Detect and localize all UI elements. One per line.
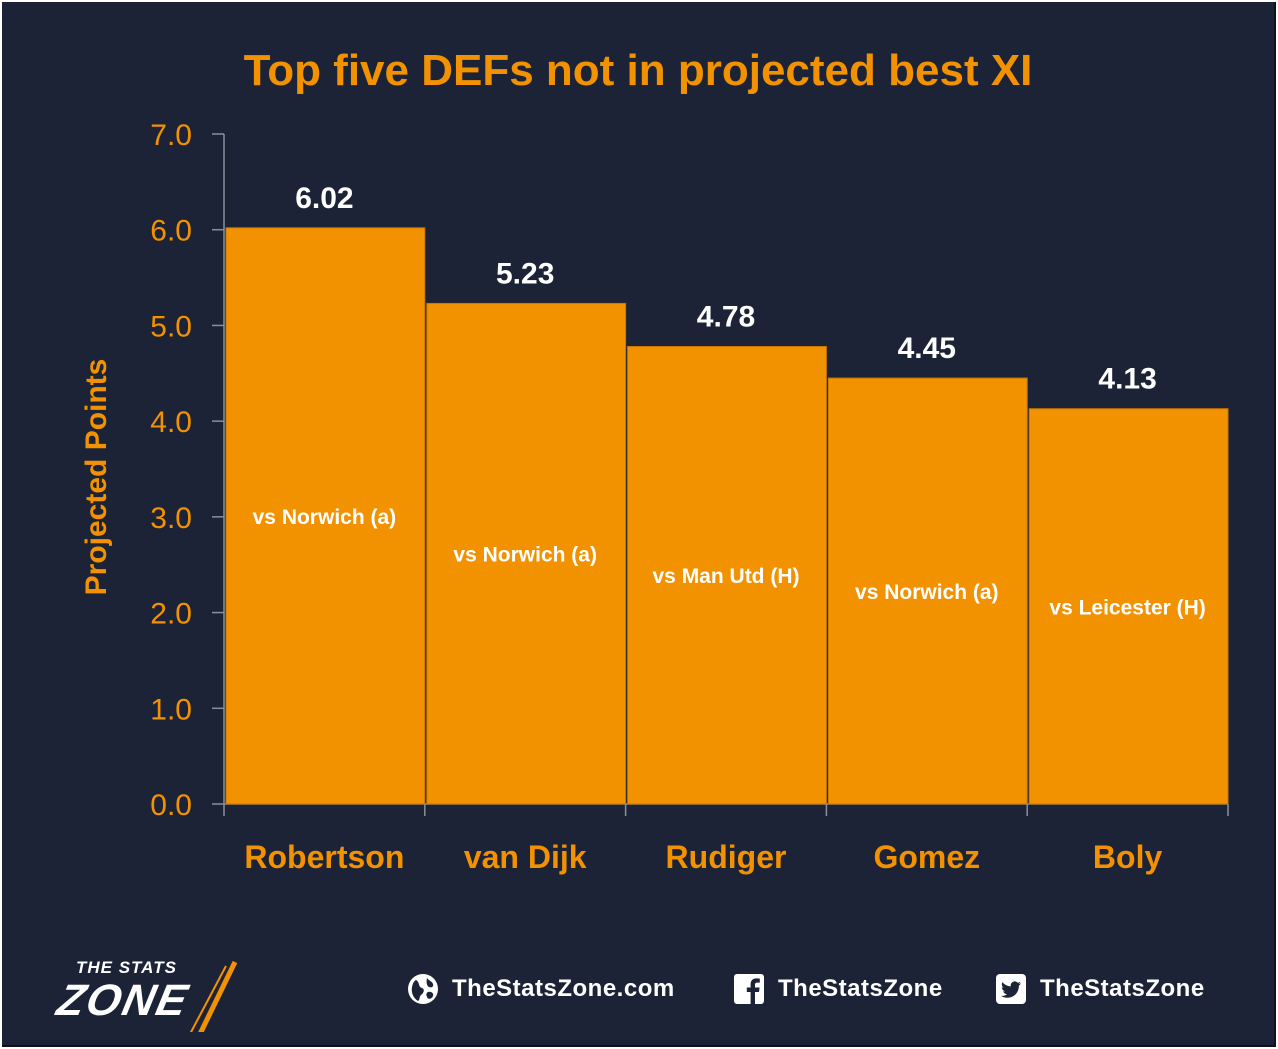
bar xyxy=(225,227,426,805)
bar xyxy=(1028,408,1229,805)
x-category-label: Gomez xyxy=(873,839,980,875)
bar xyxy=(627,345,827,805)
bar-annotation: vs Norwich (a) xyxy=(453,544,597,567)
bar-annotation: vs Norwich (a) xyxy=(855,581,999,604)
bar-chart: 0.0 1.0 2.0 3.0 4.0 5.0 6.0 7.0 Projected Points… xyxy=(80,119,1229,875)
website-label: TheStatsZone.com xyxy=(452,975,675,1002)
y-tick-label: 6.0 xyxy=(150,215,192,248)
globe-icon xyxy=(408,974,438,1004)
logo-line2: ZONE xyxy=(52,976,194,1025)
x-category-label: Rudiger xyxy=(666,839,787,875)
bar-value-label: 4.13 xyxy=(1098,363,1156,396)
y-tick-label: 5.0 xyxy=(150,310,192,343)
facebook-link[interactable]: TheStatsZone xyxy=(732,972,943,1006)
logo-line1: THE STATS xyxy=(76,958,177,977)
bar-value-label: 6.02 xyxy=(295,182,353,215)
x-category-label: Boly xyxy=(1093,839,1163,875)
y-tick-label: 2.0 xyxy=(150,598,192,631)
twitter-label: TheStatsZone xyxy=(1040,975,1205,1002)
twitter-link[interactable]: TheStatsZone xyxy=(994,972,1205,1006)
bar-annotation: vs Leicester (H) xyxy=(1049,596,1205,619)
y-tick-label: 3.0 xyxy=(150,502,192,535)
x-category-label: van Dijk xyxy=(464,839,587,875)
y-tick-label: 7.0 xyxy=(150,119,192,152)
bar-value-label: 4.45 xyxy=(898,332,956,365)
twitter-icon xyxy=(996,974,1026,1004)
y-tick-label: 0.0 xyxy=(150,789,192,822)
logo-swoosh-icon xyxy=(189,960,238,1032)
facebook-label: TheStatsZone xyxy=(778,975,943,1002)
footer: THE STATS ZONE TheStatsZone.com TheStats… xyxy=(2,942,1274,1042)
y-tick-label: 1.0 xyxy=(150,693,192,726)
y-axis-title: Projected Points xyxy=(80,359,113,596)
chart-title: Top five DEFs not in projected best XI xyxy=(243,46,1033,95)
bar xyxy=(827,377,1028,805)
bar-annotation: vs Man Utd (H) xyxy=(653,565,800,588)
bar-annotation: vs Norwich (a) xyxy=(253,506,397,529)
x-category-label: Robertson xyxy=(244,839,404,875)
y-tick-label: 4.0 xyxy=(150,406,192,439)
website-link[interactable]: TheStatsZone.com xyxy=(406,972,675,1006)
facebook-icon xyxy=(734,974,764,1004)
stats-zone-logo: THE STATS ZONE xyxy=(50,952,280,1032)
bar-value-label: 5.23 xyxy=(496,257,554,290)
bar xyxy=(426,302,627,805)
bar-value-label: 4.78 xyxy=(697,300,755,333)
